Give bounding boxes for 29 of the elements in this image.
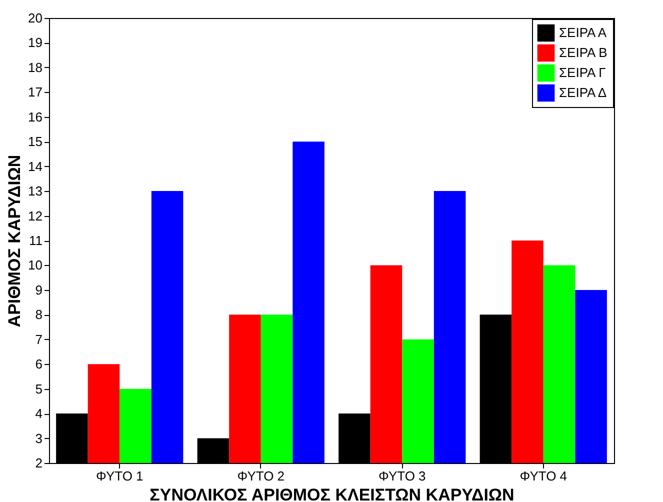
y-tick-label: 12 [28, 208, 42, 224]
y-tick-label: 9 [35, 282, 42, 298]
x-tick-label: ΦΥΤΟ 4 [520, 468, 568, 484]
y-tick-label: 14 [28, 158, 42, 174]
y-tick-label: 19 [28, 35, 42, 50]
y-tick-label: 16 [28, 109, 42, 124]
y-tick-label: 6 [35, 356, 42, 372]
y-tick-label: 4 [35, 406, 42, 422]
y-tick-label: 7 [35, 332, 42, 347]
legend-label: ΣΕΙΡΑ Α [559, 25, 607, 40]
y-tick-label: 3 [35, 430, 42, 446]
legend-label: ΣΕΙΡΑ Γ [559, 65, 606, 80]
x-axis-title: ΣΥΝΟΛΙΚΟΣ ΑΡΙΘΜΟΣ ΚΛΕΙΣΤΩΝ ΚΑΡΥΔΙΩΝ [150, 486, 514, 502]
y-tick-label: 18 [28, 60, 42, 75]
y-tick-label: 10 [28, 258, 42, 273]
y-tick-label: 15 [28, 134, 42, 150]
y-tick-label: 8 [35, 307, 42, 322]
x-tick-label: ΦΥΤΟ 3 [378, 468, 426, 484]
y-tick-label: 11 [29, 233, 42, 248]
y-tick-label: 5 [35, 381, 42, 396]
y-axis-title: ΑΡΙΘΜΟΣ ΚΑΡΥΔΙΩΝ [5, 154, 24, 328]
y-tick-label: 20 [28, 10, 42, 26]
y-tick-label: 13 [28, 184, 42, 199]
legend-label: ΣΕΙΡΑ Β [559, 45, 608, 60]
legend-label: ΣΕΙΡΑ Δ [559, 85, 607, 100]
x-tick-label: ΦΥΤΟ 1 [96, 468, 144, 484]
x-tick-label: ΦΥΤΟ 2 [237, 468, 285, 484]
y-tick-label: 17 [28, 84, 42, 100]
y-tick-label: 2 [35, 456, 42, 470]
